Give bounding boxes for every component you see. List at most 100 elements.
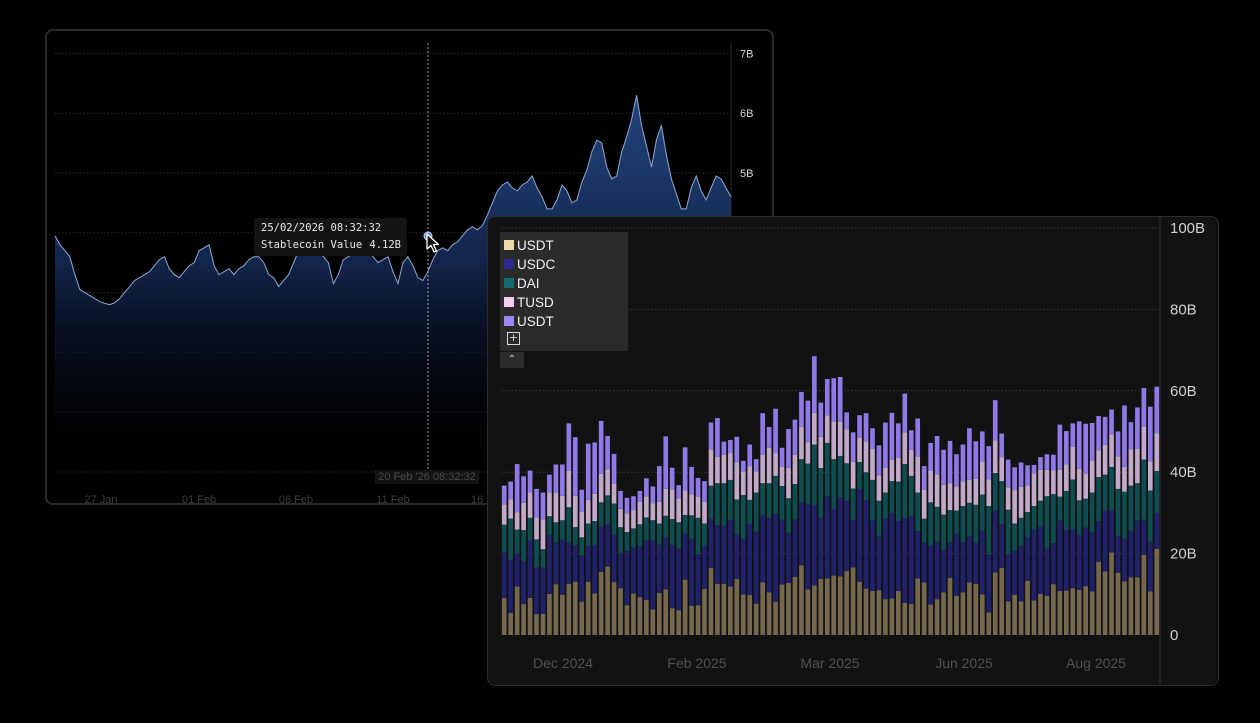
bar-segment: [986, 479, 992, 506]
bar-segment: [585, 581, 591, 635]
bar-segment: [992, 473, 998, 511]
bar-segment: [508, 518, 514, 561]
bar-segment: [1018, 462, 1024, 487]
bar-segment: [766, 592, 772, 635]
bar-segment: [566, 542, 572, 584]
legend-item[interactable]: USDT: [504, 236, 554, 254]
bar-segment: [501, 504, 507, 525]
bar-segment: [1031, 600, 1037, 635]
bar-segment: [954, 486, 959, 511]
bar-segment: [1057, 520, 1063, 592]
x-tick-label: 01 Feb: [182, 494, 216, 505]
bar-segment: [831, 459, 837, 510]
bar-segment: [850, 432, 856, 463]
bar-segment: [1076, 500, 1082, 536]
bar-segment: [547, 474, 552, 493]
bar-segment: [837, 421, 843, 456]
bar-segment: [689, 538, 694, 606]
legend-item[interactable]: TUSD: [504, 293, 554, 311]
bar-segment: [650, 609, 656, 635]
bar-segment: [747, 595, 753, 635]
bar-segment: [715, 456, 720, 484]
bar-segment: [598, 420, 604, 474]
bar-segment: [1096, 521, 1101, 562]
bar-segment: [883, 518, 888, 600]
collapse-legend-button[interactable]: ⌃: [500, 352, 524, 368]
bar-segment: [1147, 461, 1153, 491]
bar-segment: [702, 589, 707, 635]
bar-segment: [1135, 407, 1140, 449]
bar-segment: [579, 511, 585, 538]
bar-segment: [896, 521, 901, 592]
bar-segment: [986, 612, 992, 635]
legend-label: USDT: [517, 237, 554, 253]
bar-segment: [831, 509, 837, 576]
bar-segment: [973, 543, 979, 584]
bar-segment: [708, 449, 714, 486]
bar-segment: [1051, 543, 1056, 585]
bar-segment: [941, 514, 946, 551]
bar-segment: [618, 588, 623, 635]
bar-segment: [1122, 581, 1127, 635]
add-series-icon[interactable]: +: [507, 331, 520, 345]
bar-segment: [1089, 422, 1095, 461]
bar-segment: [870, 479, 875, 521]
bar-segment: [1083, 527, 1089, 587]
bar-segment: [585, 443, 591, 500]
bar-segment: [889, 459, 895, 482]
bar-segment: [1102, 444, 1108, 475]
bar-segment: [592, 442, 598, 494]
legend-swatch: [504, 259, 514, 269]
bar-segment: [799, 392, 804, 428]
bar-segment: [760, 582, 765, 635]
bar-segment: [786, 467, 791, 499]
bar-segment: [1005, 554, 1011, 602]
bar-segment: [689, 466, 694, 495]
bar-segment: [1141, 427, 1147, 460]
bar-segment: [1147, 591, 1153, 635]
bar-segment: [967, 502, 972, 537]
bar-segment: [527, 540, 533, 598]
bar-segment: [786, 582, 791, 635]
bar-segment: [1031, 464, 1037, 474]
bar-segment: [870, 520, 875, 592]
bar-segment: [721, 583, 727, 635]
bar-segment: [760, 454, 765, 484]
bar-segment: [779, 447, 785, 467]
bar-segment: [598, 571, 604, 635]
bar-segment: [540, 549, 546, 568]
bar-segment: [611, 484, 617, 504]
bar-segment: [967, 479, 972, 503]
bar-segment: [837, 576, 843, 635]
bar-segment: [521, 529, 526, 562]
legend-item[interactable]: DAI: [504, 274, 540, 292]
bar-segment: [779, 584, 785, 635]
bar-segment: [947, 440, 953, 484]
bar-segment: [824, 379, 830, 416]
bar-segment: [1109, 552, 1114, 635]
bar-segment: [650, 520, 656, 541]
bar-segment: [999, 567, 1005, 635]
legend: USDT USDC DAI TUSD USDT +: [500, 232, 628, 351]
bar-segment: [553, 492, 559, 523]
bar-segment: [824, 415, 830, 443]
legend-item[interactable]: USDT: [504, 312, 554, 330]
bar-segment: [624, 605, 630, 635]
bar-segment: [566, 583, 572, 635]
bar-segment: [947, 542, 953, 579]
bar-segment: [521, 502, 526, 530]
legend-item[interactable]: USDC: [504, 255, 555, 273]
bar-segment: [1135, 577, 1140, 635]
stacked-bar-chart-panel: 100B 80B 60B 40B 20B 0 Dec 2024 Feb 2025 Mar 20…: [487, 216, 1219, 686]
bar-segment: [527, 470, 533, 493]
bar-segment: [715, 483, 720, 526]
bar-segment: [818, 517, 824, 579]
bar-segment: [934, 435, 940, 475]
bar-segment: [824, 496, 830, 579]
bar-segment: [579, 537, 585, 556]
bar-segment: [766, 447, 772, 484]
bar-segment: [1147, 406, 1153, 462]
bar-segment: [831, 421, 837, 460]
bar-segment: [592, 545, 598, 594]
bar-segment: [921, 582, 927, 635]
